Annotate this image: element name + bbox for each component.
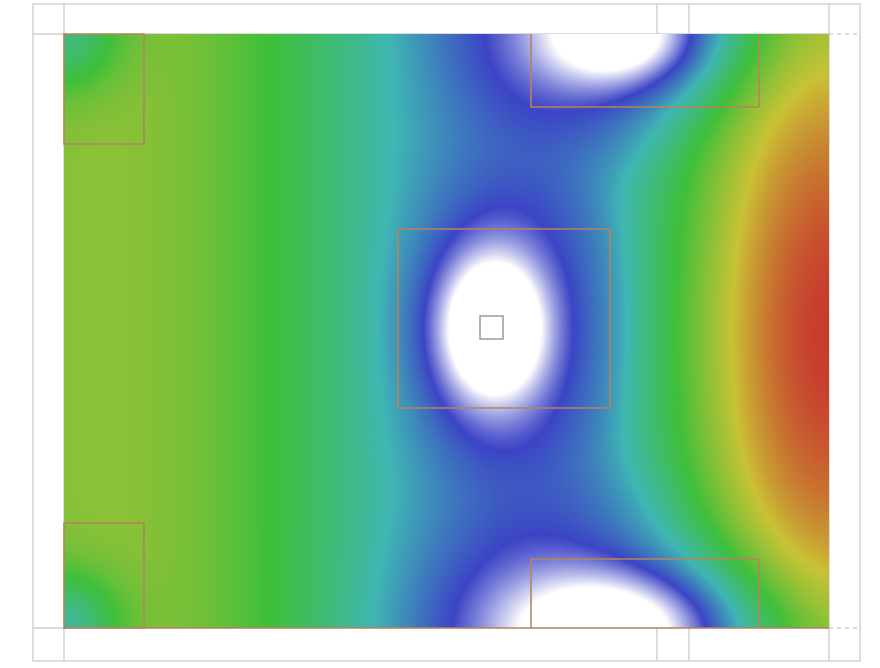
heatmap-raster — [64, 34, 829, 628]
outer-frame — [32, 3, 861, 662]
square-marker-icon[interactable] — [479, 315, 504, 340]
zone-top-left[interactable] — [63, 33, 145, 145]
zone-center[interactable] — [397, 228, 611, 409]
zone-outlines — [63, 33, 829, 629]
zone-top-right[interactable] — [530, 34, 760, 108]
zone-bottom-right[interactable] — [530, 558, 760, 628]
